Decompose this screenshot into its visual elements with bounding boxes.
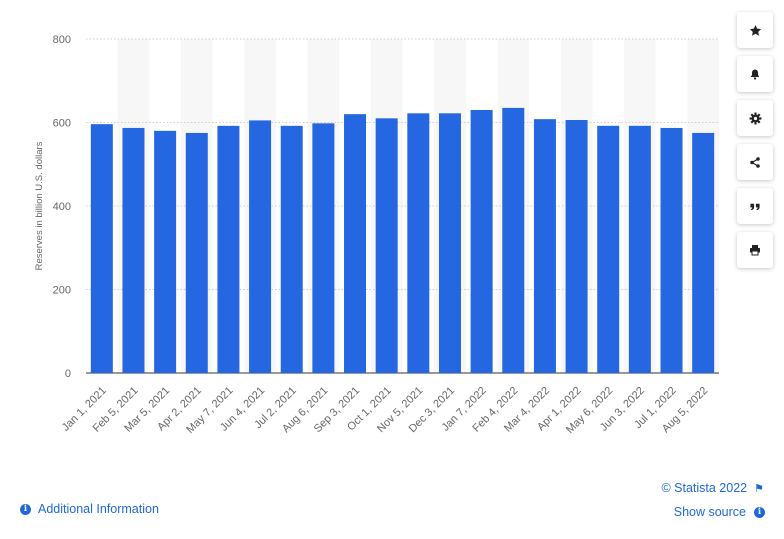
y-tick-label: 800 bbox=[53, 34, 71, 46]
copyright-row: © Statista 2022 ⚑ bbox=[661, 481, 764, 495]
bar[interactable] bbox=[375, 118, 398, 373]
bar[interactable] bbox=[533, 119, 556, 373]
gear-icon bbox=[749, 112, 761, 124]
bar[interactable] bbox=[438, 113, 461, 373]
bar[interactable] bbox=[597, 125, 620, 373]
y-tick-label: 200 bbox=[53, 285, 71, 297]
bar[interactable] bbox=[407, 113, 430, 373]
show-source-label: Show source bbox=[673, 505, 746, 519]
y-axis-ticks: 0 200 400 600 800 bbox=[53, 34, 71, 380]
y-axis-title: Reserves in billion U.S. dollars bbox=[34, 141, 45, 270]
citation-button[interactable] bbox=[737, 188, 773, 224]
side-toolbar bbox=[737, 12, 773, 276]
flag-icon[interactable]: ⚑ bbox=[754, 482, 764, 495]
notification-button[interactable] bbox=[737, 56, 773, 92]
bar[interactable] bbox=[154, 130, 177, 373]
bar[interactable] bbox=[565, 119, 588, 374]
bar[interactable] bbox=[312, 123, 335, 374]
bar[interactable] bbox=[185, 132, 208, 373]
bar[interactable] bbox=[470, 109, 493, 373]
bar[interactable] bbox=[90, 124, 113, 373]
additional-information-label: Additional Information bbox=[38, 502, 159, 516]
bar[interactable] bbox=[502, 107, 525, 373]
additional-information-link[interactable]: i Additional Information bbox=[20, 502, 159, 516]
share-button[interactable] bbox=[737, 144, 773, 180]
y-tick-label: 400 bbox=[53, 201, 71, 213]
bar[interactable] bbox=[692, 132, 715, 373]
bar[interactable] bbox=[344, 114, 367, 374]
settings-button[interactable] bbox=[737, 100, 773, 136]
y-tick-label: 0 bbox=[65, 368, 71, 380]
bar-series bbox=[90, 107, 715, 374]
share-icon bbox=[750, 156, 760, 168]
y-tick-label: 600 bbox=[53, 118, 71, 130]
star-icon bbox=[749, 24, 761, 36]
quote-icon bbox=[750, 203, 760, 210]
bar[interactable] bbox=[217, 125, 240, 373]
favorite-button[interactable] bbox=[737, 12, 773, 48]
bar[interactable] bbox=[122, 127, 145, 374]
bar[interactable] bbox=[249, 120, 272, 373]
show-source-link[interactable]: Show source i bbox=[674, 505, 765, 519]
print-icon bbox=[750, 245, 760, 256]
bar[interactable] bbox=[280, 125, 303, 373]
copyright-text[interactable]: © Statista 2022 bbox=[661, 481, 748, 495]
bar[interactable] bbox=[628, 125, 651, 373]
bell-icon bbox=[751, 69, 759, 80]
bar[interactable] bbox=[660, 127, 683, 374]
print-button[interactable] bbox=[737, 232, 773, 268]
info-icon: i bbox=[754, 506, 765, 518]
info-icon: i bbox=[20, 503, 31, 515]
